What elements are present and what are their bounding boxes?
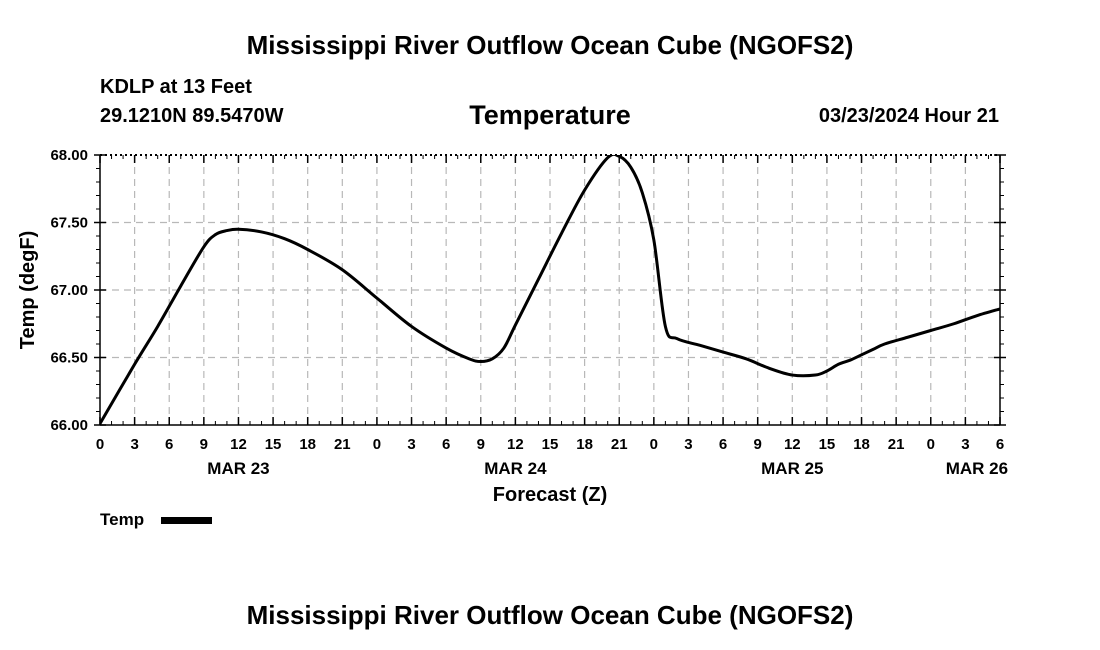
x-tick-label: 0 bbox=[650, 436, 658, 453]
x-date-label: MAR 23 bbox=[207, 459, 269, 478]
grid-lines bbox=[100, 155, 1000, 425]
x-tick-label: 15 bbox=[819, 436, 836, 453]
y-tick-label: 66.50 bbox=[50, 350, 88, 367]
footer-title: Mississippi River Outflow Ocean Cube (NG… bbox=[247, 600, 854, 630]
x-tick-label: 12 bbox=[507, 436, 524, 453]
x-tick-label: 6 bbox=[719, 436, 727, 453]
station-label: KDLP at 13 Feet bbox=[100, 76, 252, 98]
y-tick-label: 67.00 bbox=[50, 282, 88, 299]
x-tick-label: 3 bbox=[407, 436, 415, 453]
x-tick-label: 9 bbox=[754, 436, 762, 453]
tick-labels: 0 3 6 9 12 15 18 21 0 3 6 9 12 15 18 21 0 3 6 9 12 15 18 21 0 3 6 M… bbox=[50, 147, 1008, 478]
x-tick-label: 18 bbox=[576, 436, 593, 453]
x-tick-label: 0 bbox=[927, 436, 935, 453]
x-tick-label: 18 bbox=[299, 436, 316, 453]
x-tick-label: 21 bbox=[611, 436, 628, 453]
x-date-label: MAR 26 bbox=[946, 459, 1008, 478]
x-tick-label: 15 bbox=[265, 436, 282, 453]
x-tick-label: 6 bbox=[442, 436, 450, 453]
series-line-temp bbox=[100, 155, 1000, 425]
x-tick-label: 6 bbox=[165, 436, 173, 453]
x-tick-label: 12 bbox=[784, 436, 801, 453]
x-tick-label: 0 bbox=[96, 436, 104, 453]
legend-swatch bbox=[161, 517, 212, 524]
y-tick-label: 66.00 bbox=[50, 417, 88, 434]
x-date-label: MAR 25 bbox=[761, 459, 823, 478]
y-tick-label: 67.50 bbox=[50, 215, 88, 232]
x-tick-label: 3 bbox=[961, 436, 969, 453]
forecast-datetime: 03/23/2024 Hour 21 bbox=[818, 105, 999, 127]
x-tick-label: 12 bbox=[230, 436, 247, 453]
y-axis-title: Temp (degF) bbox=[17, 231, 39, 350]
legend: Temp bbox=[100, 510, 212, 529]
x-tick-label: 3 bbox=[130, 436, 138, 453]
station-coordinates: 29.1210N 89.5470W bbox=[100, 105, 284, 127]
x-tick-label: 6 bbox=[996, 436, 1004, 453]
x-axis-title: Forecast (Z) bbox=[493, 484, 607, 506]
chart-subtitle: Temperature bbox=[469, 100, 631, 130]
x-date-label: MAR 24 bbox=[484, 459, 547, 478]
x-tick-label: 3 bbox=[684, 436, 692, 453]
legend-label: Temp bbox=[100, 510, 144, 529]
y-tick-label: 68.00 bbox=[50, 147, 88, 164]
chart-title: Mississippi River Outflow Ocean Cube (NG… bbox=[246, 30, 854, 60]
x-tick-label: 15 bbox=[542, 436, 559, 453]
x-tick-label: 9 bbox=[200, 436, 208, 453]
x-tick-label: 21 bbox=[334, 436, 351, 453]
series-lines bbox=[100, 155, 1000, 425]
x-tick-label: 0 bbox=[373, 436, 381, 453]
x-tick-label: 18 bbox=[853, 436, 870, 453]
x-tick-label: 21 bbox=[888, 436, 905, 453]
x-tick-label: 9 bbox=[477, 436, 485, 453]
